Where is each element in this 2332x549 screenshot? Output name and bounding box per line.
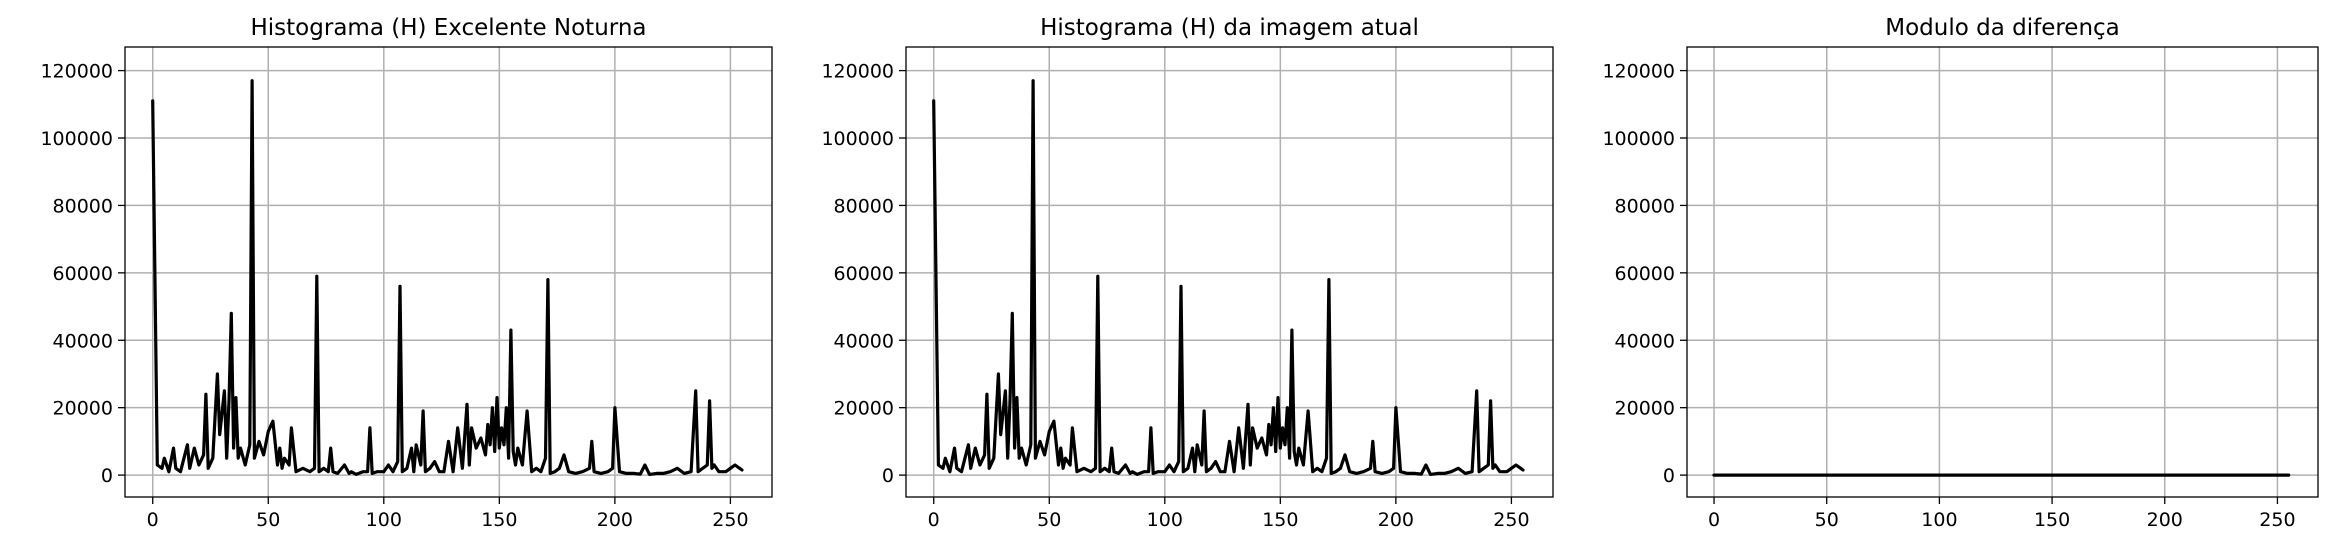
x-tick-label: 200 [1378,509,1414,531]
x-tick-label: 50 [1037,509,1061,531]
chart-title: Modulo da diferença [1885,15,2120,41]
x-tick-label: 200 [2147,509,2183,531]
series-line [932,79,1525,476]
y-tick-label: 0 [882,465,894,487]
x-tick-label: 50 [256,509,280,531]
chart-title: Histograma (H) da imagem atual [1040,15,1419,41]
chart-title: Histograma (H) Excelente Noturna [251,15,647,41]
x-tick-label: 250 [1493,509,1529,531]
y-tick-label: 20000 [53,398,113,420]
plot-frame [905,46,1554,498]
chart-panel-modulo-diferenca: Modulo da diferença 0 50 100 150 200 250 0 2000… [1602,15,2319,531]
x-tick-label: 150 [2034,509,2070,531]
grid [125,47,772,497]
x-tick-label: 250 [712,509,748,531]
y-tick-label: 60000 [1615,263,1675,285]
y-tick-label: 20000 [834,398,894,420]
y-tick-label: 20000 [1615,398,1675,420]
y-tick-label: 100000 [1602,128,1675,150]
x-tick-label: 200 [597,509,633,531]
chart-panel-imagem-atual: Histograma (H) da imagem atual 0 50 100 150… [821,15,1554,531]
y-tick-label: 40000 [53,330,113,352]
chart-panel-excelente-noturna: Histograma (H) Excelente Noturna 0 50 100 1… [40,15,773,531]
y-tick-label: 80000 [53,195,113,217]
y-tick-label: 60000 [834,263,894,285]
plot-frame [124,46,773,498]
x-tick-label: 250 [2259,509,2295,531]
series-line [151,79,744,476]
x-tick-label: 150 [1262,509,1298,531]
y-tick-label: 80000 [1615,195,1675,217]
grid [1687,47,2318,497]
plot-frame [1686,46,2319,498]
x-tick-label: 150 [481,509,517,531]
y-tick-label: 120000 [40,61,113,83]
y-tick-label: 0 [1663,465,1675,487]
y-tick-label: 60000 [53,263,113,285]
y-tick-label: 100000 [821,128,894,150]
y-tick-label: 40000 [1615,330,1675,352]
x-tick-label: 50 [1815,509,1839,531]
x-tick-label: 0 [928,509,940,531]
y-tick-label: 100000 [40,128,113,150]
y-tick-label: 0 [101,465,113,487]
grid [906,47,1553,497]
x-tick-label: 0 [147,509,159,531]
x-tick-label: 100 [1921,509,1957,531]
x-tick-label: 0 [1708,509,1720,531]
x-tick-label: 100 [1147,509,1183,531]
y-tick-label: 120000 [1602,61,1675,83]
x-tick-label: 100 [366,509,402,531]
y-tick-label: 40000 [834,330,894,352]
y-tick-label: 80000 [834,195,894,217]
y-tick-label: 120000 [821,61,894,83]
